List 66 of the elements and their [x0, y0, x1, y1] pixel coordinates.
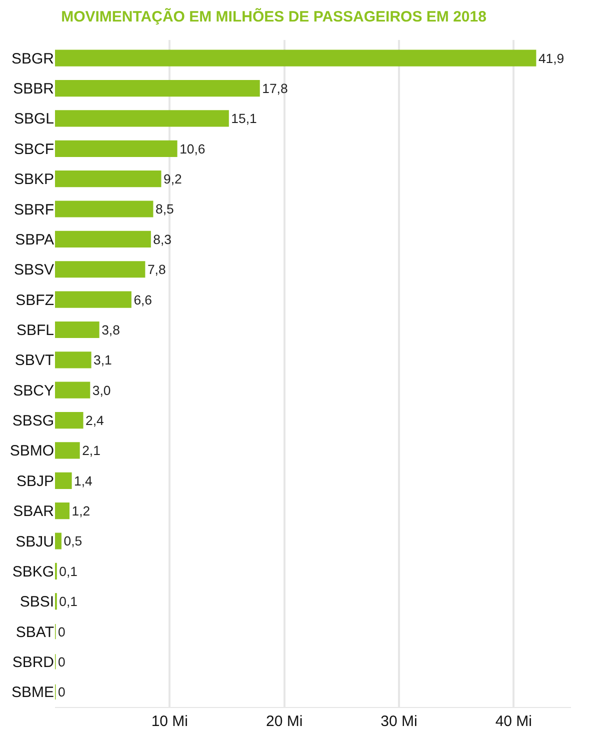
- y-tick-label: SBGL: [14, 110, 54, 128]
- data-label: 7,8: [147, 262, 166, 278]
- bar: [55, 532, 62, 550]
- bar: [55, 321, 100, 338]
- y-tick-label: SBMO: [10, 442, 54, 460]
- data-label: 41,9: [538, 50, 564, 66]
- y-tick-label: SBSV: [14, 262, 54, 279]
- y-tick-label: SBRD: [12, 654, 54, 671]
- y-tick-label: SBCY: [13, 382, 54, 400]
- x-tick-label: 20 Mi: [266, 713, 303, 730]
- y-tick-label: SBKP: [14, 171, 54, 188]
- data-label: 8,5: [155, 202, 174, 217]
- bar: [55, 80, 260, 97]
- data-label: 3,1: [94, 352, 112, 368]
- data-label: 9,2: [164, 172, 182, 187]
- data-label: 0: [58, 654, 66, 670]
- bar: [55, 412, 84, 429]
- bar: [55, 291, 132, 308]
- bar: [55, 50, 536, 66]
- data-label: 1,2: [72, 504, 90, 519]
- data-label: 17,8: [262, 81, 288, 96]
- y-tick-label: SBCF: [14, 140, 54, 158]
- data-label: 2,1: [82, 443, 100, 458]
- x-tick-label: 30 Mi: [380, 713, 418, 730]
- data-label: 0: [58, 624, 66, 640]
- data-label: 0: [58, 684, 66, 700]
- bar: [55, 442, 80, 459]
- y-tick-label: SBKG: [12, 563, 54, 580]
- x-tick-label: 10 Mi: [151, 713, 188, 730]
- data-label: 3,8: [102, 322, 120, 338]
- bar: [55, 110, 229, 127]
- data-label: 0,1: [59, 594, 78, 610]
- data-label: 3,0: [92, 382, 111, 398]
- data-label: 15,1: [231, 111, 257, 126]
- x-tick-label: 40 Mi: [495, 713, 532, 730]
- bar: [55, 261, 146, 278]
- bar: [55, 140, 178, 157]
- data-label: 2,4: [86, 413, 104, 428]
- data-label: 1,4: [74, 473, 92, 488]
- bar: [55, 382, 90, 398]
- bar: [55, 502, 70, 520]
- y-tick-label: SBRF: [14, 201, 54, 218]
- y-tick-label: SBSG: [12, 412, 54, 430]
- y-tick-label: SBAR: [13, 503, 54, 520]
- y-tick-label: SBFZ: [16, 292, 54, 309]
- y-tick-label: SBGR: [11, 50, 54, 68]
- data-label: 0,5: [64, 534, 82, 549]
- y-tick-label: SBFL: [16, 322, 54, 339]
- bar: [55, 472, 72, 489]
- y-tick-label: SBAT: [16, 624, 54, 641]
- data-label: 10,6: [180, 141, 206, 156]
- y-tick-label: SBJU: [16, 533, 54, 550]
- bar: [55, 230, 151, 248]
- y-tick-label: SBPA: [15, 231, 54, 248]
- bar: [55, 352, 92, 368]
- data-label: 8,3: [153, 232, 172, 247]
- chart-title: MOVIMENTAÇÃO EM MILHÕES DE PASSAGEIROS EM 2018: [61, 8, 486, 26]
- y-tick-label: SBBR: [13, 80, 54, 98]
- bar: [55, 200, 154, 218]
- y-tick-label: SBJP: [16, 472, 54, 490]
- data-label: 0,1: [59, 564, 78, 579]
- bar: [55, 170, 162, 188]
- y-tick-label: SBME: [11, 684, 54, 702]
- data-label: 6,6: [134, 292, 152, 308]
- y-tick-label: SBVT: [14, 352, 54, 370]
- y-tick-label: SBSI: [20, 594, 54, 611]
